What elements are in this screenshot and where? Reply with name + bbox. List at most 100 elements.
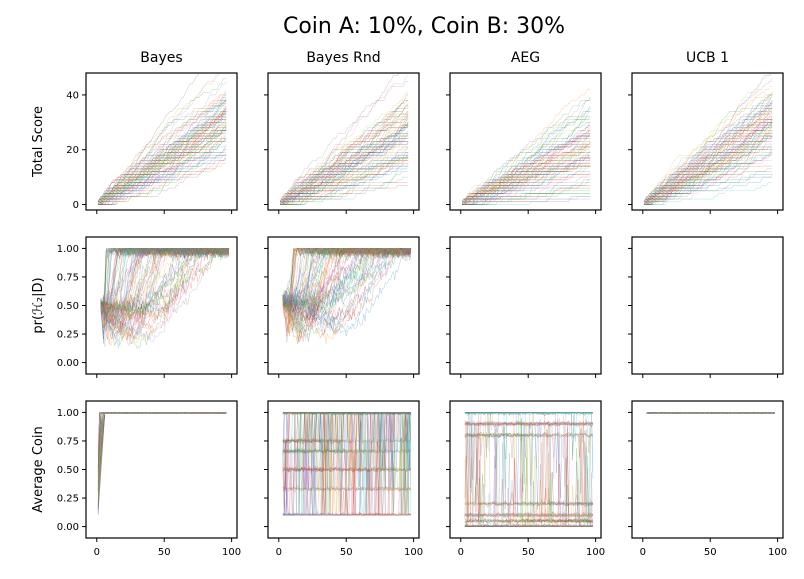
series-line-45 <box>97 412 227 516</box>
series-line-87 <box>462 135 591 205</box>
series-line-86 <box>97 412 227 509</box>
subplot-ucb1-average-coin: 0 50 100 <box>628 400 787 558</box>
series-line-87 <box>464 421 593 517</box>
series-line-15 <box>280 133 409 202</box>
series-line-78 <box>279 100 409 205</box>
series-line-90 <box>98 111 227 205</box>
series-line-48 <box>97 412 227 484</box>
series-line-5 <box>97 412 227 508</box>
series-line-70 <box>643 94 773 202</box>
series-line-65 <box>97 412 227 508</box>
series-line-86 <box>282 247 412 332</box>
x-tick-label: 0 <box>640 547 646 558</box>
series-line-61 <box>97 412 227 508</box>
series-line-73 <box>97 412 227 461</box>
series-line-87 <box>97 100 227 205</box>
plot-frame <box>85 400 238 539</box>
series-line-77 <box>98 155 227 202</box>
series-line-11 <box>97 412 227 491</box>
series-line-22 <box>97 412 227 508</box>
series-line-67 <box>98 135 227 205</box>
series-line-33 <box>97 412 227 501</box>
subplot-aeg-total-score: AEG <box>446 50 602 214</box>
series-line-76 <box>97 412 227 456</box>
x-tick-label: 100 <box>768 547 787 558</box>
series-line-83 <box>97 149 227 205</box>
series-line-30 <box>97 412 227 468</box>
series-line-84 <box>280 182 409 202</box>
series-line-88 <box>644 102 773 202</box>
series-line-54 <box>97 412 227 485</box>
series-line-63 <box>97 412 227 502</box>
series-line-84 <box>644 119 773 202</box>
series-line-44 <box>97 412 227 487</box>
series-line-82 <box>464 479 594 519</box>
series-line-18 <box>97 412 227 457</box>
series-line-74 <box>97 412 227 468</box>
plot-frame <box>267 72 420 211</box>
series-line-88 <box>97 412 227 469</box>
series-line-69 <box>97 412 227 500</box>
series-line-64 <box>97 412 227 486</box>
series-line-47 <box>97 412 227 459</box>
series-line-71 <box>464 500 593 525</box>
series-line-82 <box>98 133 227 205</box>
subplot-aeg-average-coin: 0 50 100 <box>446 400 605 558</box>
series-line-90 <box>100 247 229 335</box>
series-line-80 <box>97 412 227 469</box>
x-tick-label: 100 <box>586 547 605 558</box>
subplot-bayes-average-coin: 0 50 100 0.00 0.25 0.50 0.75 1.00 Average Coin <box>31 400 241 558</box>
series-group <box>643 73 773 205</box>
series-line-20 <box>644 182 773 205</box>
x-tick-label: 50 <box>158 547 171 558</box>
series-line-86 <box>462 157 591 205</box>
series-line-35 <box>282 441 412 516</box>
series-line-90 <box>97 412 227 487</box>
series-line-90 <box>644 105 773 202</box>
series-line-74 <box>100 248 230 322</box>
series-line-68 <box>97 81 227 202</box>
series-line-13 <box>97 412 227 477</box>
series-line-1 <box>97 412 227 475</box>
series-group <box>97 412 227 516</box>
series-line-86 <box>98 157 227 205</box>
series-line-53 <box>97 412 227 451</box>
y-tick-label: 0.00 <box>57 522 79 533</box>
series-line-80 <box>464 455 593 519</box>
series-line-68 <box>97 412 227 484</box>
series-line-15 <box>97 412 227 473</box>
series-line-89 <box>462 116 591 202</box>
series-group <box>646 412 776 414</box>
series-line-54 <box>462 174 591 205</box>
series-line-55 <box>464 420 594 494</box>
series-line-41 <box>97 412 227 473</box>
series-line-4 <box>97 412 227 468</box>
series-line-82 <box>282 412 412 491</box>
series-line-81 <box>97 412 227 468</box>
series-line-76 <box>282 247 412 325</box>
series-line-7 <box>462 174 591 205</box>
series-line-82 <box>279 146 409 205</box>
series-line-80 <box>644 152 773 205</box>
series-line-36 <box>97 412 227 511</box>
series-line-80 <box>282 248 412 333</box>
series-line-56 <box>97 412 227 474</box>
series-line-69 <box>280 160 409 205</box>
y-tick-label: 0.25 <box>57 330 79 341</box>
y-axis-label: pr(ℋ₂|D) <box>31 277 46 333</box>
series-line-57 <box>97 412 227 480</box>
series-line-66 <box>97 412 227 510</box>
series-line-51 <box>97 412 227 469</box>
series-line-32 <box>97 412 227 500</box>
series-line-84 <box>97 412 227 484</box>
series-line-27 <box>464 461 594 507</box>
y-tick-label: 0.75 <box>57 436 79 447</box>
x-tick-label: 50 <box>522 547 535 558</box>
series-line-76 <box>464 420 594 524</box>
series-line-31 <box>97 412 227 469</box>
y-tick-label: 0.00 <box>57 358 79 369</box>
subplot-grid: 0 20 40 Bayes Total Score Bayes Rnd AEG UCB 1 0.… <box>31 50 787 558</box>
y-tick-label: 0.50 <box>57 301 79 312</box>
series-line-89 <box>97 412 227 501</box>
plot-frame <box>85 72 238 211</box>
